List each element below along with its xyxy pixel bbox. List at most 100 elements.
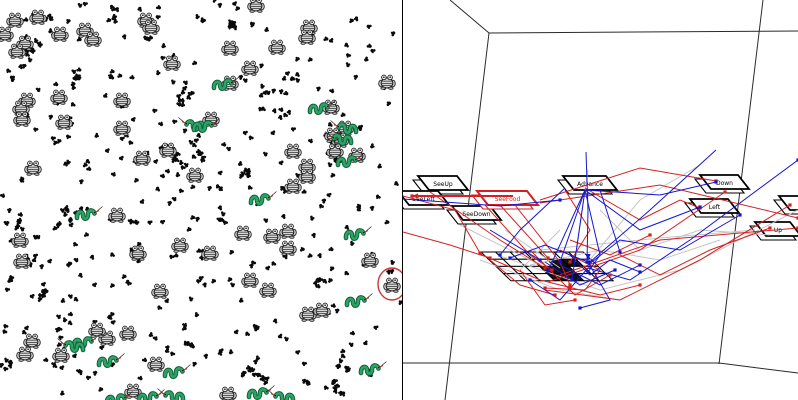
frog-sprite[interactable] — [23, 333, 41, 349]
fly-sprite — [343, 42, 350, 49]
fly-sprite — [49, 135, 57, 142]
frog-sprite[interactable] — [108, 207, 126, 223]
edge-endpoint-marker — [558, 198, 562, 202]
frog-sprite[interactable] — [279, 223, 297, 239]
snake-sprite[interactable] — [361, 362, 387, 374]
snake-sprite[interactable] — [249, 386, 275, 398]
edge-line — [547, 189, 586, 272]
frog-sprite[interactable] — [11, 232, 29, 248]
fly-sprite — [64, 133, 72, 141]
edge-line — [489, 259, 556, 296]
edge-line — [459, 224, 541, 266]
fly-sprite — [73, 256, 80, 264]
fly-sprite — [182, 79, 190, 86]
frog-sprite[interactable] — [113, 92, 131, 108]
snake-sprite[interactable] — [158, 389, 184, 400]
frog-sprite[interactable] — [0, 26, 14, 42]
frog-sprite[interactable] — [52, 347, 70, 363]
frog-sprite[interactable] — [268, 39, 286, 55]
frog-sprite[interactable] — [259, 282, 277, 298]
fly-sprite — [59, 365, 65, 371]
fly-sprite — [263, 26, 271, 34]
frog-sprite[interactable] — [284, 178, 302, 194]
edge-line — [569, 254, 641, 276]
fly-sprite — [194, 311, 200, 318]
frog-sprite[interactable] — [129, 245, 147, 261]
frog-sprite[interactable] — [201, 245, 219, 261]
world-view[interactable] — [0, 0, 402, 400]
edge-line — [599, 189, 621, 253]
frog-sprite[interactable] — [378, 74, 396, 90]
fly-sprite — [157, 120, 165, 128]
frog-sprite[interactable] — [6, 12, 24, 28]
edge-endpoint-marker — [698, 205, 702, 209]
fly-sprite — [234, 5, 241, 12]
frog-sprite[interactable] — [29, 9, 47, 25]
node-plate-see-food[interactable]: SeeFood — [470, 190, 541, 210]
frog-sprite[interactable] — [50, 89, 68, 105]
frog-sprite[interactable] — [186, 167, 204, 183]
frog-sprite[interactable] — [361, 252, 379, 268]
node-plate-see-up[interactable]: SeeUp — [411, 175, 470, 195]
fly-sprite — [366, 42, 373, 49]
fly-sprite — [151, 107, 158, 114]
frog-sprite[interactable] — [88, 322, 106, 338]
frogs-layer[interactable] — [0, 0, 401, 400]
frog-sprite[interactable] — [247, 0, 265, 13]
fly-sprite — [159, 55, 166, 62]
frog-sprite[interactable] — [234, 225, 252, 241]
edge-endpoint-marker — [528, 278, 532, 282]
fly-sprite — [47, 113, 54, 121]
frog-sprite[interactable] — [171, 237, 189, 253]
frog-sprite[interactable] — [313, 302, 331, 318]
fly-sprite — [109, 251, 116, 259]
snake-sprite[interactable] — [268, 390, 294, 400]
frog-sprite[interactable] — [383, 277, 401, 293]
snake-sprite[interactable] — [346, 227, 372, 239]
frog-sprite[interactable] — [13, 253, 31, 269]
selected-agent-circle — [377, 267, 402, 301]
plate-label: SeeUp — [433, 181, 453, 188]
fly-sprite — [154, 186, 161, 193]
fly-sprite — [373, 325, 379, 331]
frog-sprite[interactable] — [147, 356, 165, 372]
frog-sprite[interactable] — [284, 143, 302, 159]
frog-sprite[interactable] — [163, 55, 181, 71]
edge-endpoint-marker — [796, 158, 798, 162]
frog-sprite[interactable] — [219, 386, 237, 400]
frog-sprite[interactable] — [151, 283, 169, 299]
edge-endpoint-marker — [648, 233, 652, 237]
fly-sprite — [152, 334, 159, 342]
fly-sprite — [301, 360, 308, 367]
snake-sprite[interactable] — [347, 294, 373, 306]
frog-sprite[interactable] — [133, 150, 151, 166]
frog-sprite[interactable] — [279, 240, 297, 256]
fly-sprite — [114, 6, 120, 13]
frog-sprite[interactable] — [221, 40, 239, 56]
fly-sprite — [27, 57, 33, 63]
frog-sprite[interactable] — [263, 228, 281, 244]
edge-endpoint-marker — [508, 256, 512, 260]
frog-sprite[interactable] — [16, 346, 34, 362]
fly-sprite — [42, 356, 50, 363]
frog-sprite[interactable] — [113, 120, 131, 136]
snake-sprite[interactable] — [165, 365, 191, 377]
frog-sprite[interactable] — [119, 325, 137, 341]
edge-line — [584, 181, 717, 196]
frog-sprite[interactable] — [241, 272, 259, 288]
edge-arrowheads — [410, 158, 798, 310]
edge-endpoint-marker — [488, 256, 492, 260]
plate-label: SeeDown — [462, 211, 490, 218]
frog-sprite[interactable] — [24, 160, 42, 176]
frog-sprite[interactable] — [241, 60, 259, 76]
fly-sprite — [231, 0, 238, 7]
frog-sprite[interactable] — [55, 114, 73, 130]
snake-sprite[interactable] — [251, 192, 277, 204]
edge-line — [509, 244, 589, 263]
frog-sprite[interactable] — [51, 26, 69, 42]
snake-sprite[interactable] — [99, 354, 125, 366]
node-plate-down[interactable]: Down — [693, 174, 751, 194]
edge-line — [589, 149, 717, 263]
